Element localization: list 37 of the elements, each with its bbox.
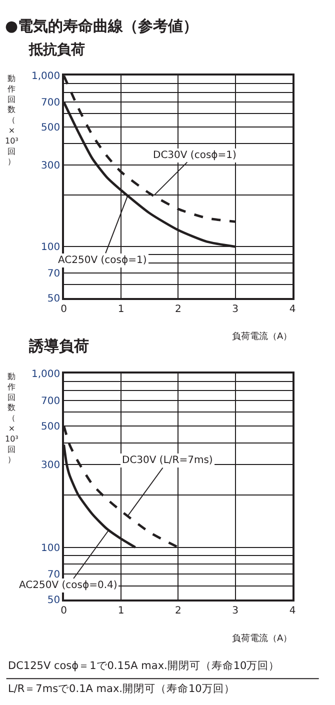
y-tick-label: 100 (41, 542, 60, 554)
y-tick-label: 50 (47, 595, 60, 606)
x-tick-label: 4 (289, 304, 296, 315)
x-tick-label: 2 (175, 605, 182, 616)
x-tick-label: 4 (289, 605, 296, 616)
y-tick-label: 100 (41, 242, 60, 254)
y-tick-label: 70 (47, 570, 60, 581)
x-axis-title: 負荷電流（A） (232, 633, 292, 644)
text: DC125V cosϕ＝1で0.15A max.開閉可（寿命10万回） (8, 660, 280, 672)
annotation: DC30V (L/R=7ms) (122, 455, 213, 466)
text: 動作回数（×10³回） (5, 372, 18, 464)
x-axis-title: 負荷電流（A） (232, 331, 292, 342)
y-tick-label: 700 (41, 98, 60, 109)
chart-subtitle: 抵抗負荷 (28, 42, 85, 58)
y-tick-label: 70 (47, 268, 60, 280)
y-tick-label: 500 (41, 122, 60, 134)
x-tick-label: 1 (118, 605, 124, 616)
y-tick-label: 500 (41, 421, 60, 432)
x-tick-label: 3 (232, 605, 239, 616)
annotation: DC30V (cosϕ=1) (153, 150, 236, 161)
y-tick-label: 300 (41, 460, 60, 471)
chart-title: ●電気的寿命曲線（参考値） (5, 17, 198, 35)
x-tick-label: 1 (118, 304, 124, 315)
x-tick-label: 0 (60, 605, 68, 616)
y-tick-label: 1,000 (31, 369, 60, 380)
y-tick-label: 700 (41, 396, 60, 408)
x-tick-label: 2 (175, 304, 182, 315)
text: 動作回数（×10³回） (5, 74, 18, 166)
text: L/R＝7msで0.1A max.開閉可（寿命10万回） (8, 683, 235, 695)
y-tick-label: 1,000 (31, 71, 60, 82)
y-tick-label: 50 (47, 294, 60, 305)
x-tick-label: 3 (232, 304, 239, 315)
chart-title: 誘導負荷 (28, 337, 89, 355)
annotation: AC250V (cosϕ=0.4) (19, 580, 118, 591)
y-tick-label: 300 (41, 160, 60, 172)
x-tick-label: 0 (60, 304, 68, 315)
annotation: AC250V (cosϕ=1) (58, 255, 147, 266)
